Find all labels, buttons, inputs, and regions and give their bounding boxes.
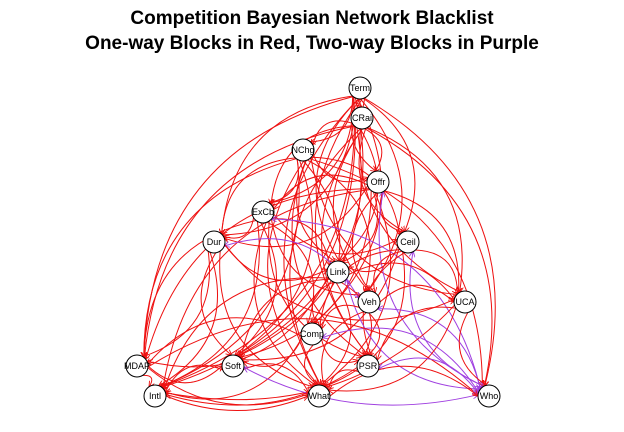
edge-term-soft: [238, 97, 364, 356]
node-crai: CRai: [350, 106, 374, 130]
node-label-ceil: Ceil: [400, 237, 416, 247]
edge-crai-mdap: [144, 125, 355, 358]
edge-intl-what: [165, 396, 308, 411]
node-label-nchg: NChg: [291, 145, 314, 155]
edge-crai-intl: [162, 126, 356, 387]
node-circle-uca: [453, 290, 477, 314]
node-circle-mdap: [125, 354, 149, 378]
edge-link-soft: [241, 278, 330, 358]
node-label-link: Link: [330, 267, 347, 277]
node-label-mdap: MDAP: [124, 361, 150, 371]
edge-psr-what: [328, 369, 359, 390]
edge-crai-offr: [364, 128, 383, 172]
edge-term-dur: [222, 95, 353, 234]
node-what: What: [307, 384, 331, 408]
chart-title-line-2: One-way Blocks in Red, Two-way Blocks in…: [85, 33, 539, 54]
edge-mdap-soft: [147, 366, 222, 384]
node-dur: Dur: [202, 230, 226, 254]
node-circle-term: [348, 76, 372, 100]
node-layer: Term CRai NChg Offr ExCb Dur Ceil Link Veh UCA Com…: [124, 76, 501, 408]
node-circle-excb: [251, 200, 275, 224]
node-link: Link: [326, 260, 350, 284]
edge-soft-intl: [165, 364, 223, 392]
node-circle-ceil: [396, 230, 420, 254]
node-comp: Comp: [300, 322, 324, 346]
node-veh: Veh: [357, 290, 381, 314]
node-intl: Intl: [143, 384, 167, 408]
node-circle-intl: [143, 384, 167, 408]
node-circle-link: [326, 260, 350, 284]
node-label-what: What: [308, 391, 330, 401]
node-label-dur: Dur: [207, 237, 222, 247]
node-uca: UCA: [453, 290, 477, 314]
edge-psr-intl: [166, 367, 358, 406]
node-label-who: Who: [480, 391, 499, 401]
node-label-intl: Intl: [149, 391, 161, 401]
edge-link-mdap: [147, 276, 329, 368]
edge-mdap-intl: [142, 374, 152, 386]
edge-veh-uca: [379, 284, 454, 302]
edge-offr-mdap: [146, 188, 370, 360]
node-who: Who: [477, 384, 501, 408]
edge-crai-nchg: [313, 120, 353, 145]
edge-veh-comp: [322, 304, 360, 328]
node-psr: PSR: [356, 354, 380, 378]
edge-mdap-what: [147, 367, 308, 406]
edge-what-who: [329, 365, 478, 396]
node-mdap: MDAP: [124, 354, 150, 378]
edge-dur-soft: [200, 252, 231, 355]
node-circle-who: [477, 384, 501, 408]
node-circle-crai: [350, 106, 374, 130]
edge-nchg-dur: [222, 157, 296, 234]
edge-excb-link: [271, 218, 330, 265]
edge-offr-excb: [274, 174, 368, 209]
node-label-soft: Soft: [225, 361, 242, 371]
node-circle-dur: [202, 230, 226, 254]
node-label-uca: UCA: [455, 297, 474, 307]
edge-dur-intl: [159, 252, 218, 385]
node-term: Term: [348, 76, 372, 100]
node-circle-nchg: [291, 138, 315, 162]
node-circle-veh: [357, 290, 381, 314]
edge-dur-mdap: [143, 251, 210, 356]
node-circle-offr: [366, 170, 390, 194]
edge-nchg-mdap: [144, 158, 297, 358]
edge-mdap-who: [147, 318, 478, 396]
node-circle-what: [307, 384, 331, 408]
edge-excb-mdap: [144, 220, 257, 358]
node-ceil: Ceil: [396, 230, 420, 254]
node-circle-soft: [221, 354, 245, 378]
edge-layer: [142, 95, 496, 411]
edge-link-intl: [164, 277, 329, 390]
node-circle-comp: [300, 322, 324, 346]
node-label-term: Term: [350, 83, 370, 93]
edge-offr-uca: [384, 190, 459, 293]
edge-soft-who: [244, 367, 478, 406]
node-label-veh: Veh: [361, 297, 377, 307]
node-label-comp: Comp: [300, 329, 324, 339]
node-label-psr: PSR: [359, 361, 378, 371]
node-offr: Offr: [366, 170, 390, 194]
node-label-crai: CRai: [352, 113, 372, 123]
node-label-excb: ExCb: [252, 207, 274, 217]
edge-crai-who: [366, 127, 493, 386]
node-excb: ExCb: [251, 200, 275, 224]
edge-psr-who: [379, 357, 479, 393]
node-nchg: NChg: [291, 138, 315, 162]
edge-uca-intl: [166, 304, 455, 401]
edge-comp-psr: [321, 339, 359, 363]
edge-offr-ceil: [379, 191, 403, 232]
node-circle-psr: [356, 354, 380, 378]
chart-title-line-1: Competition Bayesian Network Blacklist: [130, 8, 494, 29]
node-soft: Soft: [221, 354, 245, 378]
edge-ceil-link: [348, 246, 399, 271]
edge-term-mdap: [144, 96, 354, 358]
edge-offr-who: [378, 192, 484, 386]
edge-comp-mdap: [148, 317, 302, 364]
node-label-offr: Offr: [371, 177, 386, 187]
